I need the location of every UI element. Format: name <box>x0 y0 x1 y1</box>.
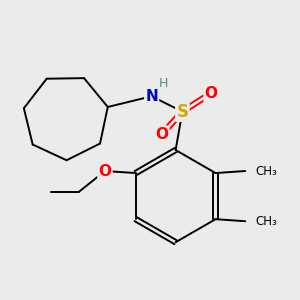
Text: O: O <box>98 164 111 178</box>
Text: S: S <box>176 103 188 121</box>
Text: O: O <box>205 86 218 101</box>
Text: O: O <box>155 127 168 142</box>
Text: CH₃: CH₃ <box>256 215 277 228</box>
Text: CH₃: CH₃ <box>256 164 277 178</box>
Text: N: N <box>145 89 158 104</box>
Text: H: H <box>159 77 169 91</box>
